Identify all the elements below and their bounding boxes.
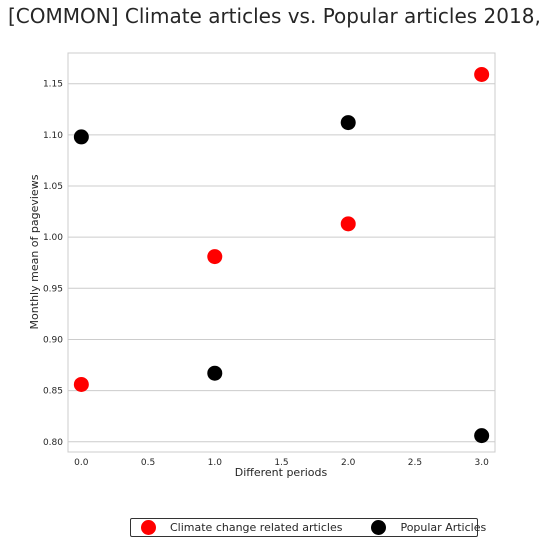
y-tick-label: 0.90 [43,335,63,345]
y-tick-label: 1.15 [43,80,63,90]
y-tick-label: 1.00 [43,233,63,243]
legend: Climate change related articles Popular … [130,518,478,537]
data-point-series-0 [341,216,356,231]
data-point-series-1 [74,129,89,144]
legend-entry-popular: Popular Articles [371,520,486,535]
data-point-series-1 [341,115,356,130]
legend-label-climate: Climate change related articles [170,521,342,534]
data-point-series-0 [207,249,222,264]
x-axis-label: Different periods [235,466,328,479]
data-point-series-1 [207,366,222,381]
y-tick-label: 0.80 [43,438,63,448]
y-tick-label: 0.85 [43,387,63,397]
data-point-series-0 [74,377,89,392]
x-tick-label: 0.0 [74,458,89,468]
y-axis-label: Monthly mean of pageviews [28,174,41,329]
black-circle-marker-icon [371,520,386,535]
y-tick-label: 1.10 [43,131,63,141]
y-tick-label: 1.05 [43,182,63,192]
y-tick-label: 0.95 [43,284,63,294]
x-tick-label: 0.5 [141,458,155,468]
x-tick-label: 2.5 [408,458,422,468]
data-point-series-0 [474,67,489,82]
x-tick-label: 2.0 [341,458,356,468]
x-tick-label: 3.0 [474,458,489,468]
data-point-series-1 [474,428,489,443]
legend-label-popular: Popular Articles [400,521,486,534]
red-circle-marker-icon [141,520,156,535]
legend-entry-climate: Climate change related articles [141,520,342,535]
plot-area [68,53,495,452]
y-tick-labels: 0.80 0.85 0.90 0.95 1.00 1.05 1.10 1.15 [43,80,63,448]
x-tick-label: 1.0 [208,458,223,468]
